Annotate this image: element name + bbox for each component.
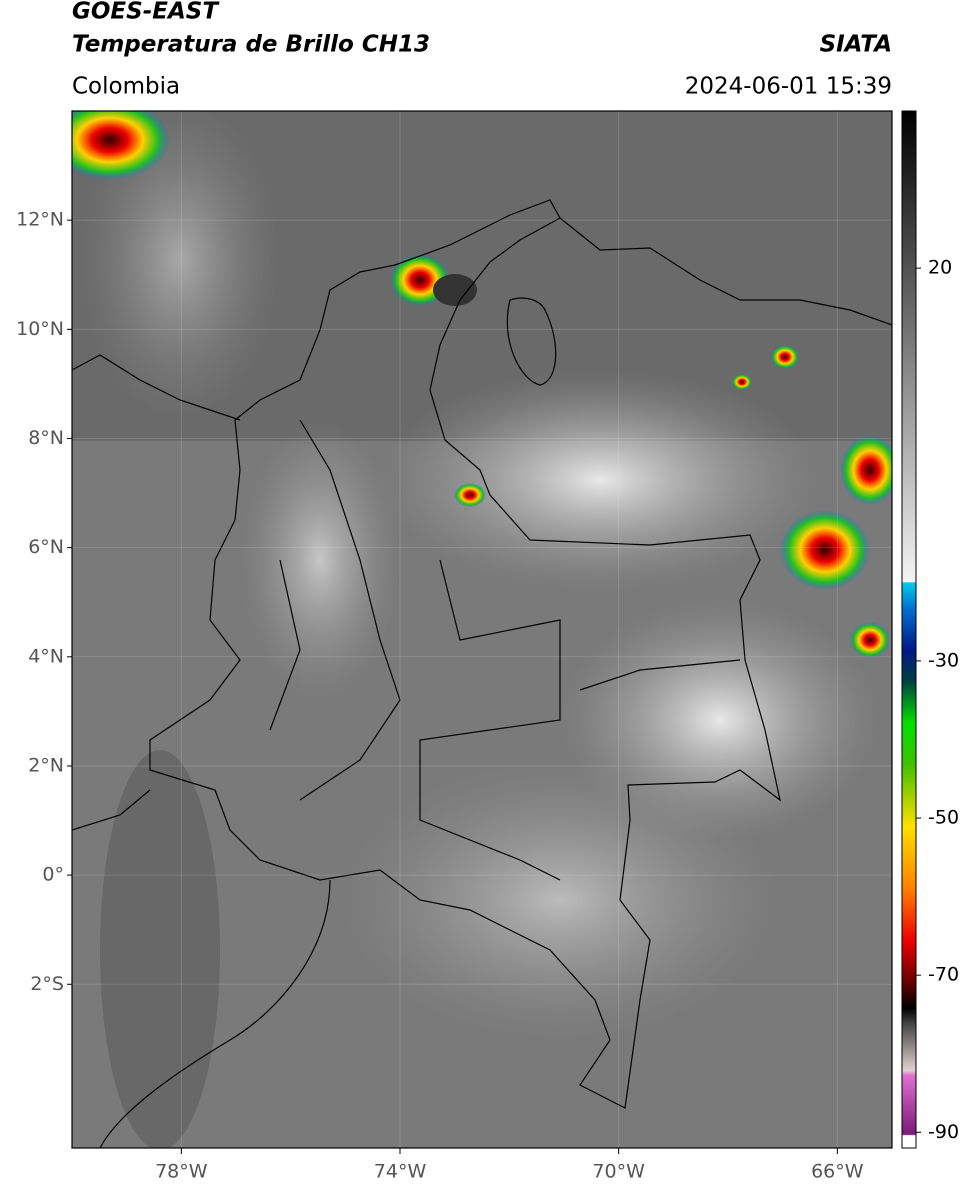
datetime: 2024-06-01 15:39	[685, 74, 892, 100]
colorbar-tick-label: -70	[928, 964, 959, 986]
region: Colombia	[72, 74, 180, 100]
y-tick-label: 8°N	[28, 427, 64, 449]
colorbar-tick-label: -90	[928, 1121, 959, 1143]
x-tick-label: 70°W	[592, 1161, 645, 1183]
satellite-image	[72, 111, 892, 1148]
y-tick-label: 0°	[42, 864, 64, 886]
y-tick-label: 2°N	[28, 754, 64, 776]
x-tick-label: 66°W	[811, 1161, 864, 1183]
x-tick-label: 74°W	[374, 1161, 427, 1183]
map-frame	[71, 110, 893, 1149]
colorbar-tick-label: 20	[928, 257, 952, 279]
y-tick-label: 6°N	[28, 536, 64, 558]
y-tick-label: 4°N	[28, 645, 64, 667]
y-tick-label: 2°S	[30, 973, 64, 995]
colorbar-tick-label: -30	[928, 649, 959, 671]
colorbar	[901, 110, 917, 1149]
colorbar-tick-label: -50	[928, 807, 959, 829]
agency: SIATA	[820, 32, 892, 58]
y-tick-label: 12°N	[16, 209, 64, 231]
x-tick-label: 78°W	[155, 1161, 208, 1183]
grid	[72, 111, 892, 1148]
y-tick-label: 10°N	[16, 318, 64, 340]
product: Temperatura de Brillo CH13	[72, 32, 430, 58]
satellite: GOES-EAST	[72, 0, 220, 25]
